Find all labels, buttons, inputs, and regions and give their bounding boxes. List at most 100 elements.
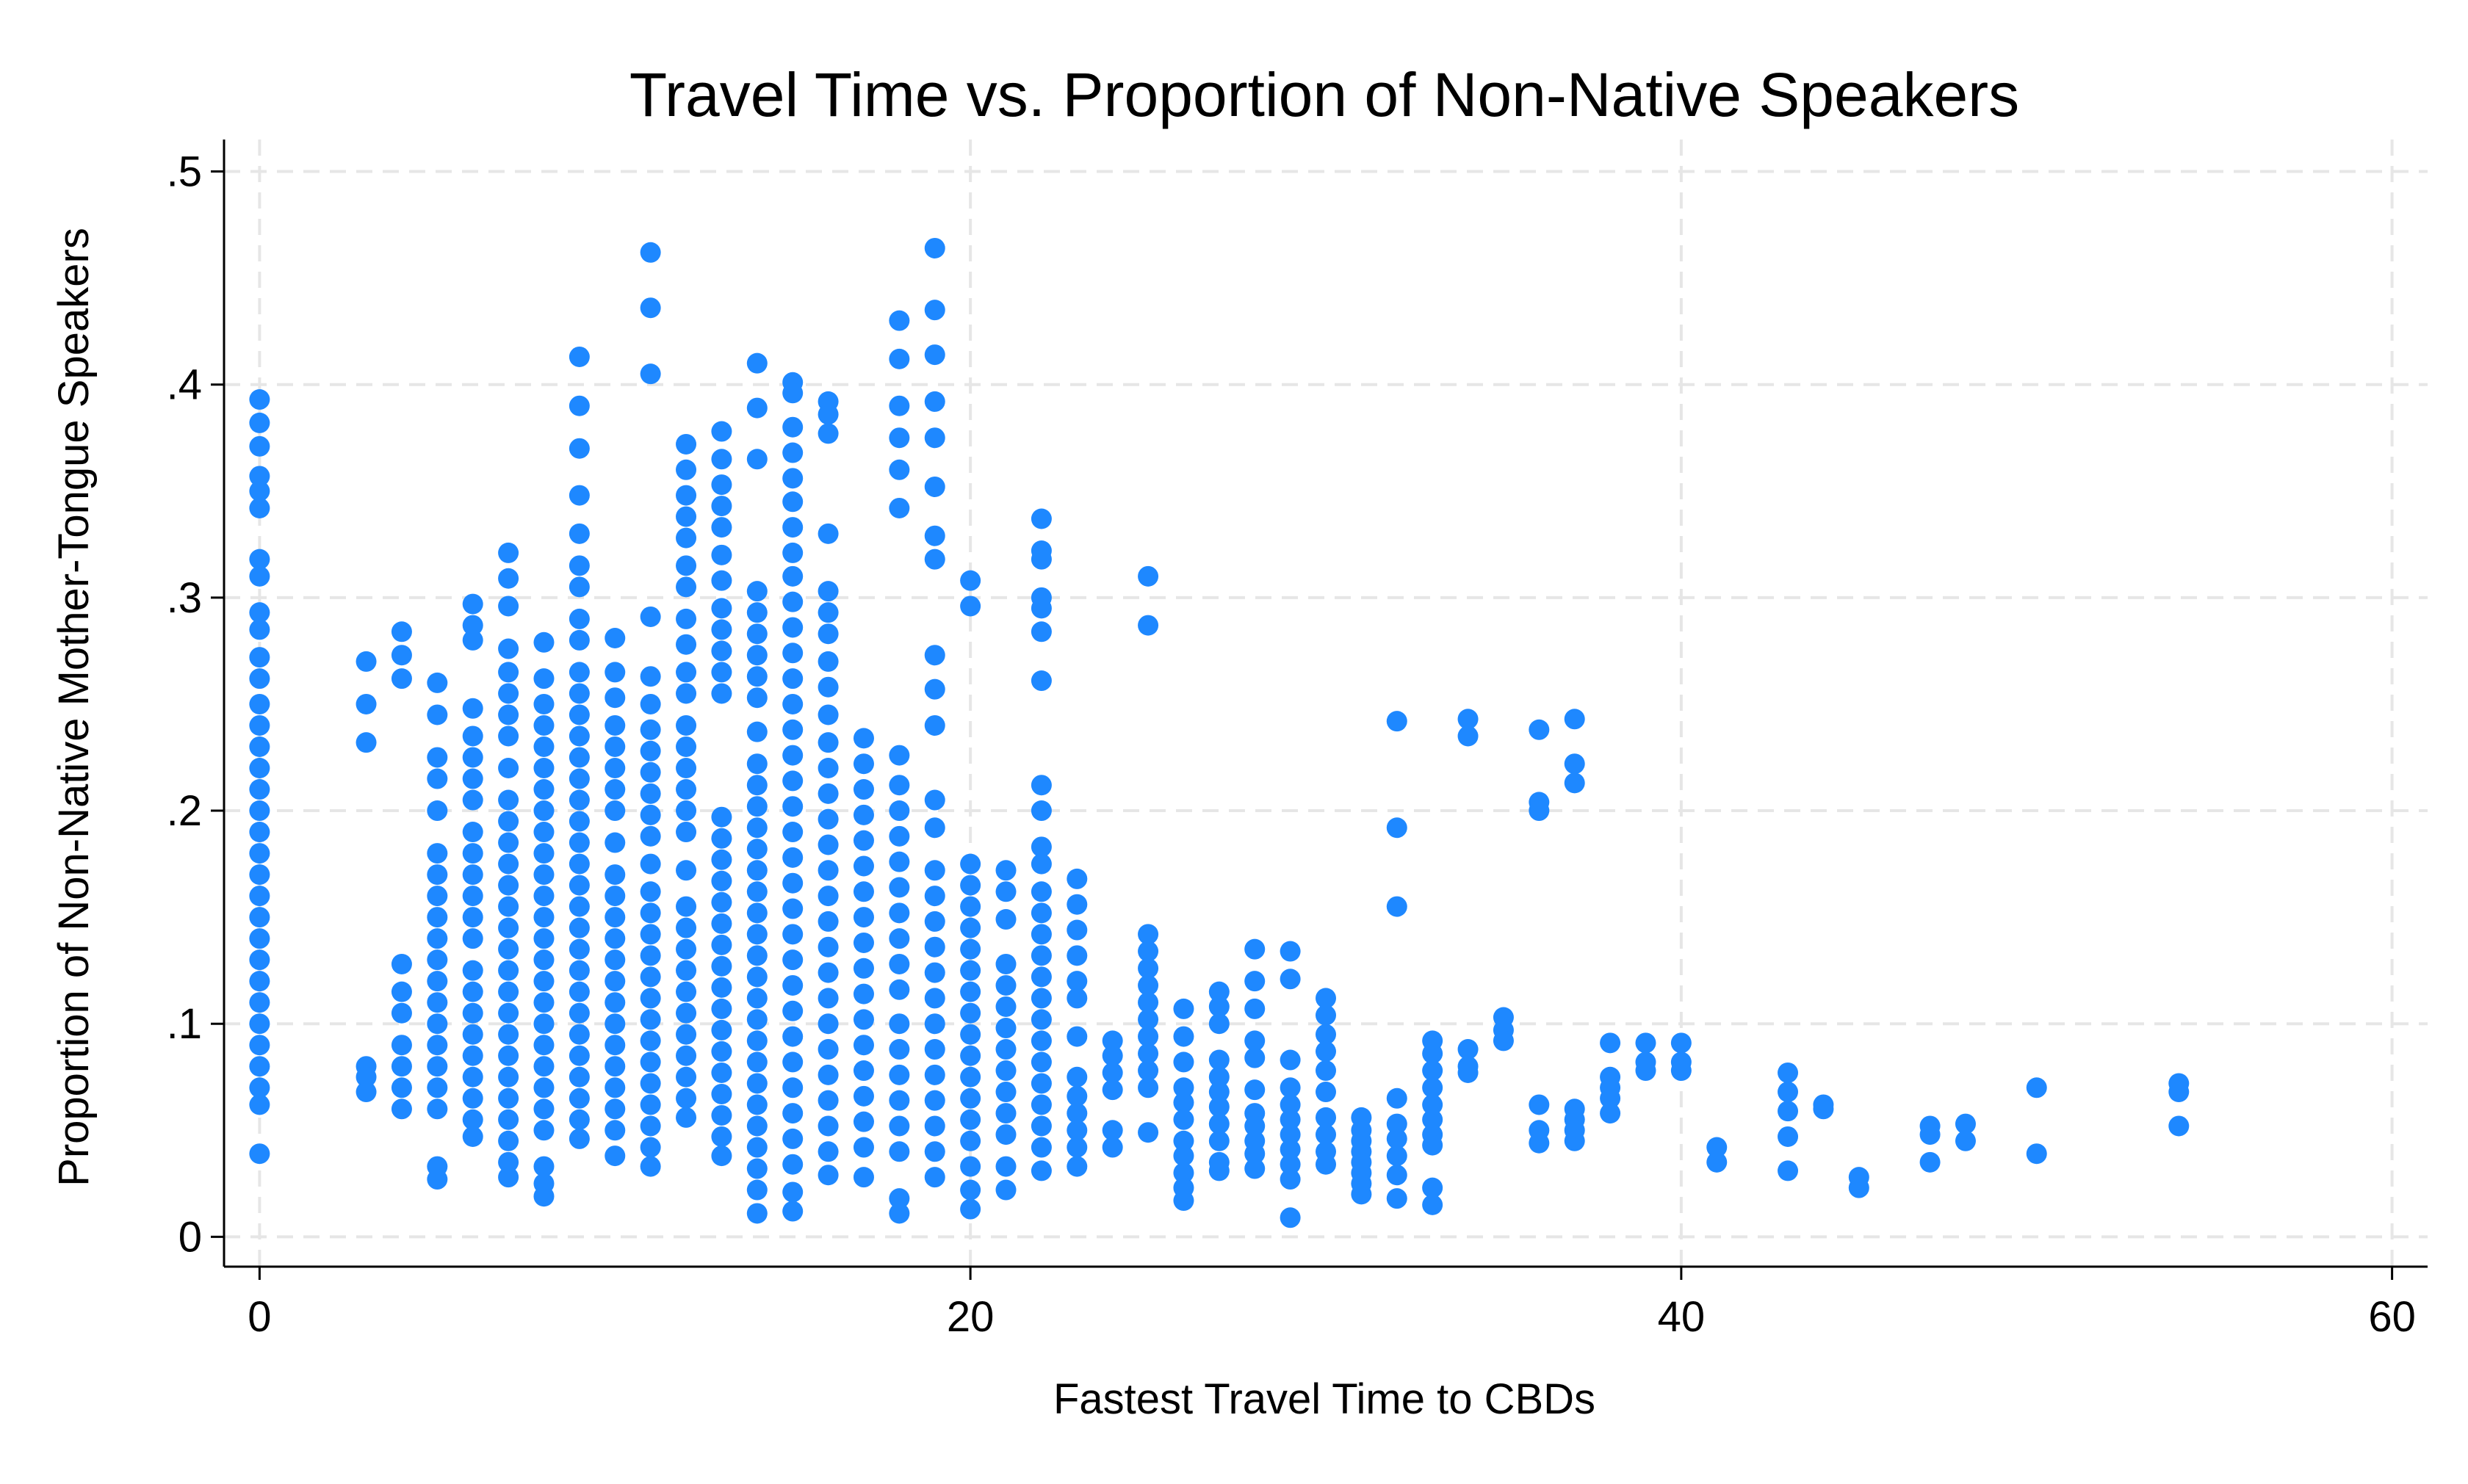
data-point	[1919, 1124, 1941, 1145]
data-point	[818, 860, 839, 881]
data-point	[249, 619, 270, 640]
data-point	[640, 1115, 661, 1137]
data-point	[1067, 919, 1088, 941]
data-point	[569, 917, 590, 938]
x-tick-label: 20	[947, 1293, 995, 1341]
data-point	[498, 1024, 519, 1045]
data-point	[605, 687, 626, 709]
data-point	[1208, 1066, 1230, 1087]
data-point	[676, 714, 697, 736]
data-point	[1244, 971, 1266, 992]
data-point	[249, 549, 270, 570]
data-point	[249, 466, 270, 487]
data-point	[462, 886, 483, 907]
data-point	[818, 581, 839, 602]
data-point	[249, 843, 270, 864]
data-point	[676, 1002, 697, 1024]
data-point	[427, 672, 448, 693]
data-point	[569, 938, 590, 960]
data-point	[1635, 1032, 1656, 1054]
data-point	[676, 433, 697, 455]
data-point	[640, 666, 661, 687]
data-point	[676, 1045, 697, 1066]
data-point	[746, 817, 768, 839]
data-point	[1564, 772, 1585, 794]
data-point	[1102, 1030, 1123, 1052]
data-point	[498, 811, 519, 832]
data-point	[1316, 1024, 1336, 1045]
data-point	[853, 1167, 874, 1188]
data-point	[782, 617, 804, 638]
data-point	[427, 1077, 448, 1098]
data-point	[640, 740, 661, 761]
data-point	[533, 971, 555, 992]
data-point	[1173, 1052, 1194, 1073]
data-point	[746, 881, 768, 902]
data-point	[1564, 1130, 1585, 1151]
data-point	[889, 745, 910, 766]
data-point	[640, 902, 661, 924]
y-tick-label: .4	[167, 361, 202, 409]
data-point	[818, 1013, 839, 1035]
data-point	[1067, 971, 1088, 992]
data-point	[1138, 1043, 1159, 1064]
data-point	[569, 438, 590, 459]
data-point	[889, 395, 910, 416]
data-point	[1138, 941, 1159, 962]
data-point	[1706, 1151, 1728, 1173]
data-point	[569, 1066, 590, 1087]
data-point	[676, 860, 697, 881]
data-point	[356, 1082, 377, 1103]
data-point	[746, 1009, 768, 1030]
data-point	[782, 468, 804, 489]
data-point	[676, 576, 697, 598]
data-point	[1138, 1122, 1159, 1143]
data-point	[462, 928, 483, 949]
data-point	[533, 907, 555, 928]
data-point	[1529, 800, 1550, 822]
data-point	[249, 971, 270, 992]
data-point	[711, 955, 732, 977]
data-point	[960, 570, 981, 591]
data-point	[569, 395, 590, 416]
data-point	[498, 1167, 519, 1188]
data-point	[1351, 1184, 1372, 1205]
data-point	[462, 725, 483, 747]
data-point	[1422, 1060, 1443, 1082]
data-point	[924, 300, 945, 321]
data-point	[1316, 1154, 1336, 1175]
data-point	[427, 704, 448, 725]
data-point	[640, 363, 661, 385]
data-point	[960, 1045, 981, 1066]
data-point	[960, 960, 981, 981]
data-point	[640, 761, 661, 783]
data-point	[462, 1087, 483, 1109]
data-point	[1529, 719, 1550, 740]
data-point	[605, 971, 626, 992]
data-point	[249, 565, 270, 587]
data-point	[746, 1137, 768, 1158]
data-point	[924, 1115, 945, 1137]
data-point	[1316, 1060, 1336, 1082]
data-point	[711, 1104, 732, 1126]
data-point	[249, 668, 270, 689]
data-point	[711, 662, 732, 683]
data-point	[427, 1035, 448, 1056]
data-point	[924, 1039, 945, 1060]
data-point	[498, 542, 519, 563]
data-point	[746, 988, 768, 1009]
data-point	[1422, 1134, 1443, 1156]
data-point	[462, 768, 483, 789]
data-point	[498, 568, 519, 589]
data-point	[818, 886, 839, 907]
data-point	[746, 796, 768, 817]
data-point	[1244, 1115, 1266, 1137]
data-point	[640, 966, 661, 988]
data-point	[533, 800, 555, 822]
data-point	[782, 872, 804, 894]
data-point	[818, 704, 839, 725]
data-point	[711, 619, 732, 640]
data-point	[498, 1066, 519, 1087]
data-point	[676, 1087, 697, 1109]
